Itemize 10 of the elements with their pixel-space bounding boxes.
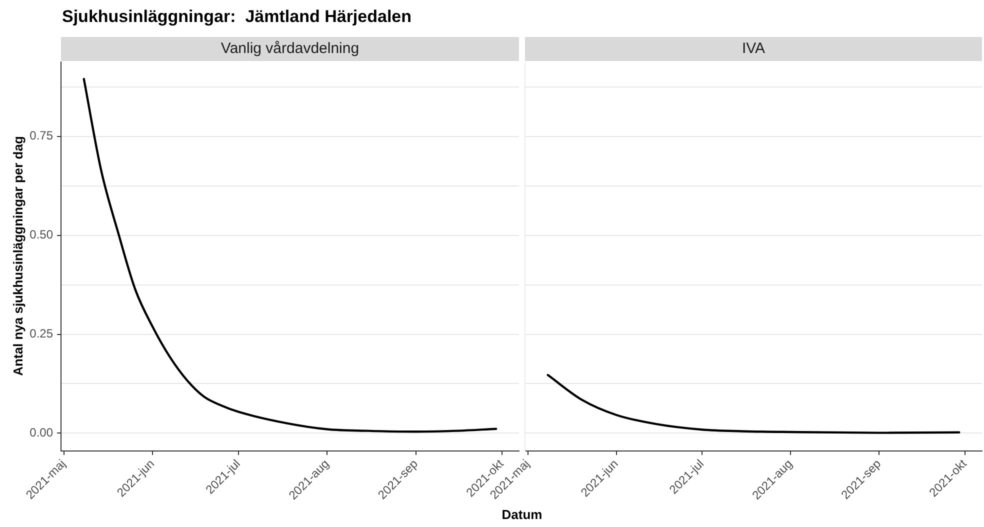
y-tick-label: 0.00 [30, 426, 54, 440]
chart-subtitle: IVA [525, 37, 982, 61]
chart-subtitle: Vanlig vårdavdelning [61, 37, 519, 61]
y-tick-label: 0.75 [30, 128, 54, 143]
x-axis-title: Datum [502, 507, 542, 522]
y-axis-title: Antal nya sjukhusinläggningar per dag [10, 136, 26, 376]
y-tick-label: 0.50 [30, 228, 54, 242]
y-tick-label: 0.25 [30, 326, 54, 341]
line-series [82, 78, 498, 433]
chart-title: Sjukhusinläggningar: Jämtland Härjedalen [62, 7, 412, 27]
